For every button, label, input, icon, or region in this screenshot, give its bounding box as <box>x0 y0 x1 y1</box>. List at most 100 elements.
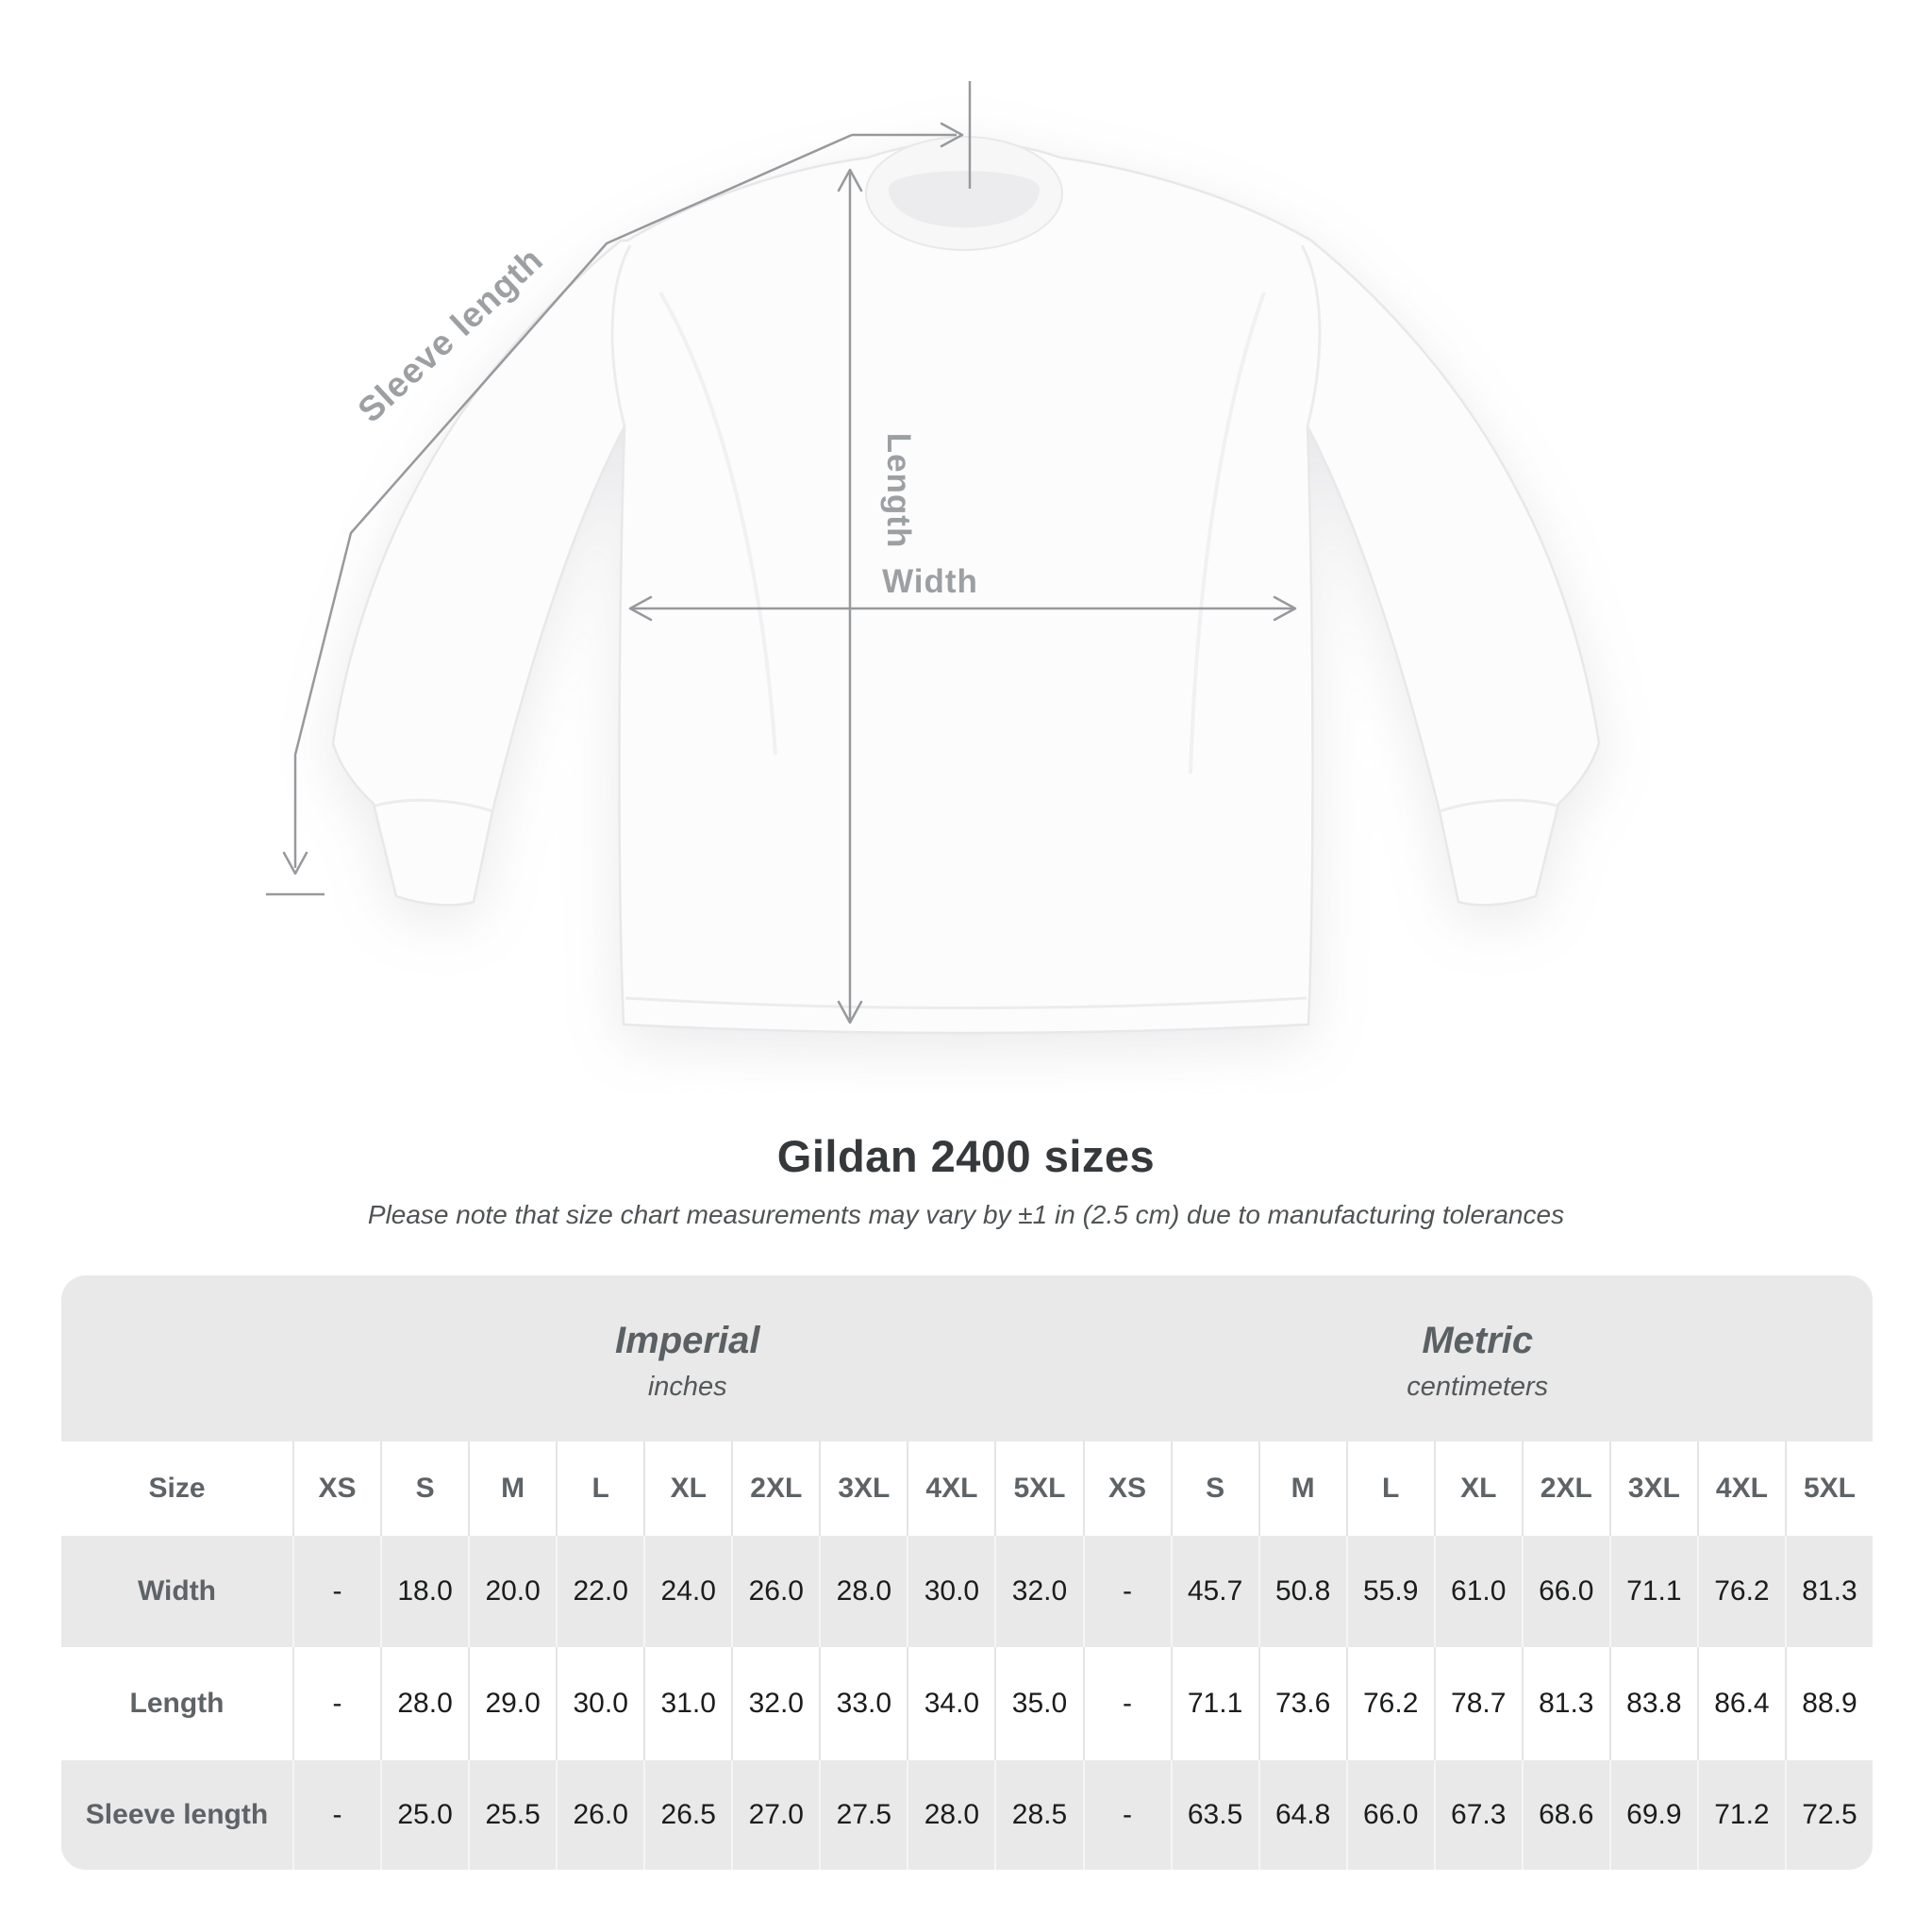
value-cell-metric: 68.6 <box>1521 1760 1609 1870</box>
value-cell-imperial: 25.0 <box>380 1760 468 1870</box>
size-col-header-imperial: L <box>556 1441 643 1536</box>
value-cell-metric: - <box>1082 1760 1171 1870</box>
size-col-header-metric: M <box>1257 1441 1346 1536</box>
row-label: Length <box>129 1688 225 1719</box>
long-sleeve-shirt <box>331 136 1601 1035</box>
value-cell-metric: 50.8 <box>1257 1536 1346 1647</box>
row-label: Width <box>137 1575 217 1607</box>
value-cell-imperial: 29.0 <box>468 1647 556 1760</box>
size-col-header-imperial: XL <box>643 1441 731 1536</box>
size-col-header-imperial: 2XL <box>731 1441 819 1536</box>
value-cell-imperial: 28.0 <box>907 1760 994 1870</box>
size-col-header-metric: XL <box>1433 1441 1522 1536</box>
value-cell-imperial: 27.5 <box>819 1760 907 1870</box>
arrow-down-icon <box>282 851 308 875</box>
value-cell-imperial: 24.0 <box>643 1536 731 1647</box>
value-cell-metric: 71.2 <box>1696 1760 1785 1870</box>
value-cell-metric: 81.3 <box>1784 1536 1873 1647</box>
shirt-illustration: Sleeve length Length Width <box>266 81 1601 1035</box>
value-cell-metric: 55.9 <box>1345 1536 1434 1647</box>
value-cell-imperial: 32.0 <box>994 1536 1082 1647</box>
length-label: Length <box>880 433 917 549</box>
table-row-length: Length -28.0 29.0 30.0 31.0 32.0 33.0 34.0 35.0-… <box>61 1647 1873 1760</box>
value-cell-metric: 63.5 <box>1170 1760 1258 1870</box>
value-cell-metric: 72.5 <box>1784 1760 1873 1870</box>
width-label: Width <box>882 563 978 600</box>
size-table: Imperial inches Metric centimeters Size X… <box>61 1275 1873 1870</box>
value-cell-metric: 66.0 <box>1521 1536 1609 1647</box>
value-cell-imperial: 33.0 <box>819 1647 907 1760</box>
value-cell-imperial: 35.0 <box>994 1647 1082 1760</box>
size-col-header-imperial: 4XL <box>907 1441 994 1536</box>
value-cell-metric: 45.7 <box>1170 1536 1258 1647</box>
value-cell-metric: 73.6 <box>1257 1647 1346 1760</box>
arrow-down-icon <box>837 1000 863 1024</box>
arrow-right-icon <box>940 122 964 148</box>
value-cell-imperial: 20.0 <box>468 1536 556 1647</box>
size-col-header-metric: 5XL <box>1784 1441 1873 1536</box>
value-cell-imperial: 26.5 <box>643 1760 731 1870</box>
chart-subtitle: Please note that size chart measurements… <box>367 1200 1565 1229</box>
size-header-cell: Size <box>148 1473 206 1504</box>
value-cell-imperial: 27.0 <box>731 1760 819 1870</box>
value-cell-imperial: 34.0 <box>907 1647 994 1760</box>
value-cell-imperial: - <box>292 1760 380 1870</box>
value-cell-metric: - <box>1082 1647 1171 1760</box>
unit-group-metric: Metric centimeters <box>1083 1275 1874 1441</box>
size-col-header-imperial: 3XL <box>819 1441 907 1536</box>
value-cell-metric: 71.1 <box>1170 1647 1258 1760</box>
value-cell-metric: 86.4 <box>1696 1647 1785 1760</box>
value-cell-metric: 61.0 <box>1433 1536 1522 1647</box>
unit-group-imperial: Imperial inches <box>292 1275 1083 1441</box>
value-cell-imperial: 28.0 <box>819 1536 907 1647</box>
size-col-header-imperial: M <box>468 1441 556 1536</box>
value-cell-imperial: 30.0 <box>907 1536 994 1647</box>
size-col-header-metric: XS <box>1082 1441 1171 1536</box>
value-cell-imperial: 31.0 <box>643 1647 731 1760</box>
value-cell-metric: 76.2 <box>1345 1647 1434 1760</box>
value-cell-imperial: 25.5 <box>468 1760 556 1870</box>
value-cell-imperial: 18.0 <box>380 1536 468 1647</box>
arrow-up-icon <box>837 168 863 192</box>
size-col-header-metric: 2XL <box>1521 1441 1609 1536</box>
imperial-sublabel: inches <box>647 1372 727 1402</box>
chart-title: Gildan 2400 sizes <box>776 1131 1156 1181</box>
arrow-left-icon <box>628 595 653 622</box>
table-row-sleeve-length: Sleeve length -25.0 25.5 26.0 26.5 27.0 27.5 28… <box>61 1760 1873 1870</box>
value-cell-metric: 88.9 <box>1784 1647 1873 1760</box>
value-cell-imperial: - <box>292 1647 380 1760</box>
table-row-width: Width -18.0 20.0 22.0 24.0 26.0 28.0 30.0 32.0-4… <box>61 1536 1873 1647</box>
value-cell-metric: 71.1 <box>1608 1536 1697 1647</box>
imperial-label: Imperial <box>615 1320 760 1361</box>
size-col-header-metric: 3XL <box>1608 1441 1697 1536</box>
value-cell-metric: 83.8 <box>1608 1647 1697 1760</box>
size-header-row: Size XS S M L XL 2XL 3XL 4XL 5XL XS S M L XL 2XL 3XL 4XL 5… <box>61 1441 1873 1536</box>
value-cell-metric: 69.9 <box>1608 1760 1697 1870</box>
value-cell-imperial: 28.5 <box>994 1760 1082 1870</box>
value-cell-metric: 76.2 <box>1696 1536 1785 1647</box>
size-col-header-imperial: 5XL <box>994 1441 1082 1536</box>
sleeve-measure-line <box>293 133 853 868</box>
value-cell-metric: 64.8 <box>1257 1760 1346 1870</box>
value-cell-metric: 67.3 <box>1433 1760 1522 1870</box>
size-col-header-metric: L <box>1345 1441 1434 1536</box>
size-col-header-imperial: XS <box>292 1441 380 1536</box>
size-col-header-metric: 4XL <box>1696 1441 1785 1536</box>
value-cell-imperial: 22.0 <box>556 1536 643 1647</box>
value-cell-imperial: 28.0 <box>380 1647 468 1760</box>
value-cell-metric: 66.0 <box>1345 1760 1434 1870</box>
value-cell-metric: - <box>1082 1536 1171 1647</box>
value-cell-imperial: 26.0 <box>556 1760 643 1870</box>
value-cell-imperial: 26.0 <box>731 1536 819 1647</box>
value-cell-metric: 81.3 <box>1521 1647 1609 1760</box>
value-cell-imperial: - <box>292 1536 380 1647</box>
metric-sublabel: centimeters <box>1407 1372 1549 1402</box>
row-label: Sleeve length <box>85 1799 269 1830</box>
unit-header-band: Imperial inches Metric centimeters <box>61 1275 1873 1441</box>
arrow-right-icon <box>1273 595 1297 622</box>
size-col-header-imperial: S <box>380 1441 468 1536</box>
metric-label: Metric <box>1422 1320 1534 1361</box>
value-cell-imperial: 32.0 <box>731 1647 819 1760</box>
size-col-header-metric: S <box>1170 1441 1258 1536</box>
value-cell-metric: 78.7 <box>1433 1647 1522 1760</box>
